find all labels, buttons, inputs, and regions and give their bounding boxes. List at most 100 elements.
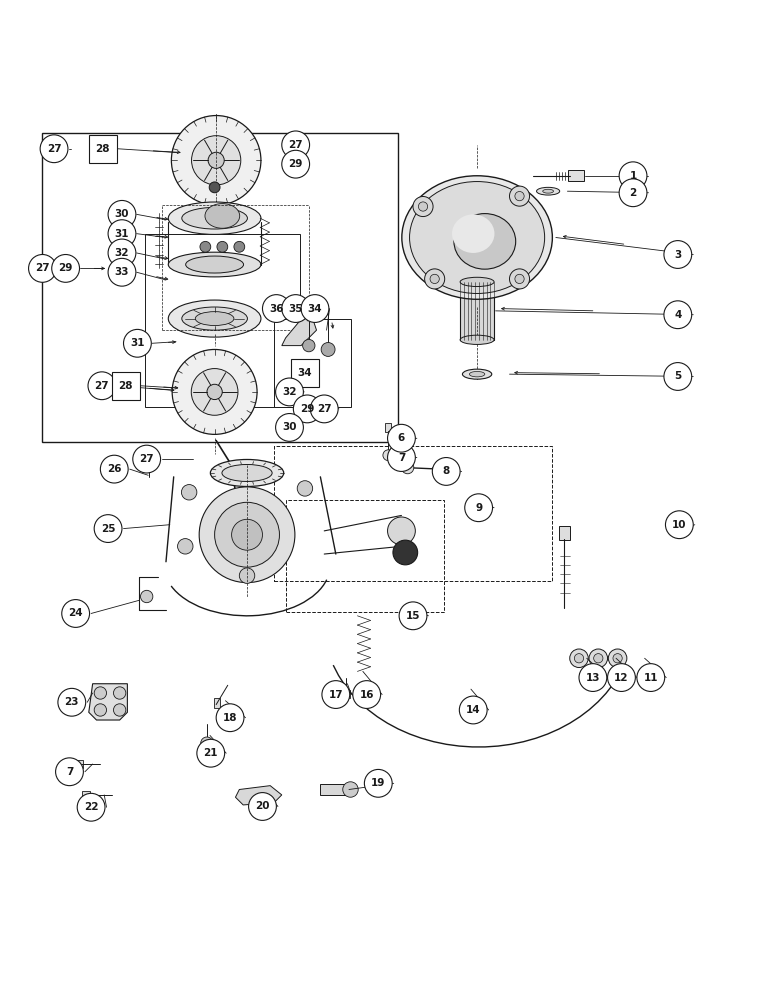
Circle shape [619, 179, 647, 207]
Circle shape [178, 539, 193, 554]
Text: 30: 30 [283, 422, 296, 432]
Text: 10: 10 [672, 520, 686, 530]
Circle shape [594, 654, 603, 663]
Circle shape [113, 687, 126, 699]
Circle shape [510, 269, 530, 289]
Circle shape [249, 793, 276, 820]
Circle shape [108, 220, 136, 248]
Ellipse shape [210, 459, 284, 486]
Text: 27: 27 [36, 263, 49, 273]
Text: 27: 27 [95, 381, 109, 391]
Ellipse shape [469, 371, 485, 377]
Circle shape [608, 649, 627, 668]
Circle shape [216, 704, 244, 732]
Ellipse shape [401, 176, 553, 299]
Circle shape [353, 681, 381, 708]
Circle shape [181, 485, 197, 500]
Circle shape [133, 445, 161, 473]
Circle shape [276, 378, 303, 406]
Bar [559, 526, 570, 540]
Circle shape [201, 737, 213, 749]
Circle shape [432, 458, 460, 485]
Text: 30: 30 [115, 209, 129, 219]
Ellipse shape [543, 189, 554, 193]
Text: 31: 31 [115, 229, 129, 239]
Text: 13: 13 [586, 673, 600, 683]
Text: 34: 34 [308, 304, 322, 314]
Circle shape [664, 301, 692, 329]
Ellipse shape [182, 307, 247, 330]
Ellipse shape [205, 204, 239, 228]
Circle shape [62, 600, 90, 627]
Bar [42, 133, 398, 442]
Bar [145, 234, 300, 407]
Text: 23: 23 [65, 697, 79, 707]
Circle shape [388, 517, 415, 545]
Circle shape [293, 395, 321, 423]
Circle shape [459, 696, 487, 724]
Text: 33: 33 [115, 267, 129, 277]
Circle shape [40, 135, 68, 163]
Circle shape [664, 241, 692, 268]
Circle shape [172, 349, 257, 434]
Text: 3: 3 [674, 250, 682, 260]
Ellipse shape [409, 182, 545, 293]
Text: 5: 5 [674, 371, 682, 381]
Circle shape [637, 664, 665, 691]
Text: 27: 27 [317, 404, 331, 414]
Text: 12: 12 [615, 673, 628, 683]
Circle shape [100, 455, 128, 483]
Circle shape [217, 241, 228, 252]
Polygon shape [282, 315, 317, 346]
Bar [342, 690, 350, 698]
Bar [146, 457, 152, 464]
Circle shape [141, 590, 153, 603]
Circle shape [322, 681, 350, 708]
Text: 14: 14 [466, 705, 480, 715]
Ellipse shape [452, 214, 494, 253]
Circle shape [239, 568, 255, 583]
Bar [214, 698, 220, 708]
Text: 15: 15 [406, 611, 420, 621]
Text: 27: 27 [47, 144, 61, 154]
Circle shape [56, 758, 83, 786]
Circle shape [282, 295, 310, 322]
Ellipse shape [454, 214, 516, 269]
Circle shape [393, 540, 418, 565]
Text: 22: 22 [84, 802, 98, 812]
Circle shape [310, 395, 338, 423]
Text: 31: 31 [130, 338, 144, 348]
Circle shape [282, 131, 310, 159]
Bar [320, 784, 351, 795]
Text: 8: 8 [442, 466, 450, 476]
Circle shape [401, 461, 414, 474]
Circle shape [664, 363, 692, 390]
Circle shape [430, 274, 439, 284]
Text: 32: 32 [115, 248, 129, 258]
Circle shape [364, 769, 392, 797]
Circle shape [608, 664, 635, 691]
Circle shape [108, 239, 136, 267]
Ellipse shape [460, 277, 494, 287]
Text: 28: 28 [119, 381, 133, 391]
Circle shape [207, 384, 222, 400]
Circle shape [413, 196, 433, 217]
Circle shape [124, 329, 151, 357]
Text: 27: 27 [140, 454, 154, 464]
Text: 32: 32 [283, 387, 296, 397]
Circle shape [282, 150, 310, 178]
Bar [286, 500, 444, 612]
Circle shape [613, 654, 622, 663]
Ellipse shape [168, 300, 261, 337]
Circle shape [191, 369, 238, 415]
Circle shape [465, 494, 493, 522]
Circle shape [171, 116, 261, 205]
Circle shape [510, 186, 530, 206]
Text: 19: 19 [371, 778, 385, 788]
Circle shape [232, 519, 262, 550]
Bar [89, 135, 117, 163]
Ellipse shape [168, 252, 261, 277]
Text: 29: 29 [289, 159, 303, 169]
Ellipse shape [222, 464, 272, 481]
Ellipse shape [182, 207, 247, 229]
